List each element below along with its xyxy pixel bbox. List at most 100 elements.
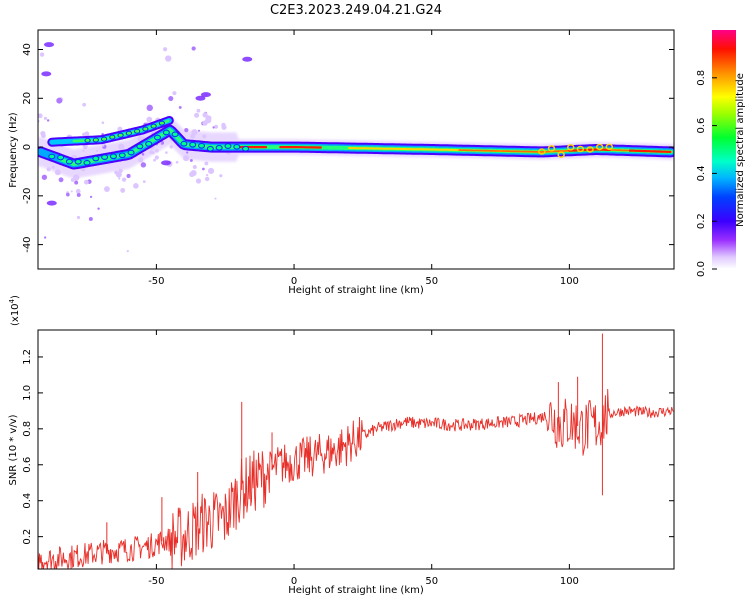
chart-title: C2E3.2023.249.04.21.G24 (270, 3, 442, 18)
speckle-dot (56, 97, 63, 104)
spectrogram-y-tick-label: 40 (22, 43, 33, 56)
speckle-dot (204, 176, 210, 182)
speckle-dot (214, 124, 219, 129)
speckle-dot (38, 113, 43, 119)
speckle-dot (43, 236, 47, 239)
speckle-dot (205, 173, 209, 177)
snr-y-tick-label: 0.4 (22, 493, 33, 509)
spectrogram-blob (41, 71, 52, 77)
upper-bead (84, 137, 91, 143)
upper-bead (92, 137, 99, 143)
wiggle-bead (605, 143, 614, 151)
speckle-dot (101, 121, 105, 124)
ridge-bead (83, 159, 91, 166)
speckle-dot (204, 161, 209, 166)
speckle-dot (104, 186, 110, 192)
speckle-dot (41, 133, 46, 139)
speckle-dot (154, 148, 159, 153)
colorbar-ticks: 0.0 0.2 0.4 0.6 0.8 (696, 70, 717, 277)
speckle-dot (39, 52, 45, 57)
speckle-dot (214, 197, 217, 200)
speckle-dot (88, 217, 93, 221)
speckle-dot (82, 149, 85, 152)
speckle-dot (163, 47, 168, 52)
speckle-dot (115, 171, 122, 178)
spectrogram-y-tick-label: 0 (22, 144, 33, 150)
ridge-bead (127, 149, 135, 156)
speckle-dot (146, 116, 153, 123)
colorbar-tick-label: 0.6 (696, 118, 707, 134)
snr-y-tick-label: 0.8 (22, 421, 33, 437)
colorbar-tick-label: 0.0 (696, 261, 707, 277)
upper-bead (125, 130, 132, 136)
speckle-dot (172, 91, 177, 96)
ridge-bead (242, 145, 250, 152)
spectrogram-blob (195, 95, 206, 101)
upper-bead (150, 123, 157, 129)
ridge-bead (215, 145, 223, 151)
ridge-bead (153, 134, 161, 141)
ridge-bead (109, 153, 117, 160)
speckle-dot (101, 144, 105, 147)
speckle-dot (184, 128, 189, 133)
speckle-dot (118, 177, 121, 180)
speckle-dot (41, 174, 48, 180)
ridge-bead (74, 158, 82, 165)
ridge-bead (92, 155, 100, 162)
speckle-dot (84, 131, 90, 137)
snr-plot-area (38, 333, 674, 569)
speckle-dot (133, 183, 139, 189)
upper-bead (134, 128, 141, 134)
ridge-bead (101, 154, 109, 160)
speckle-dot (51, 165, 55, 169)
spectrogram-plot-area (38, 42, 674, 253)
speckle-dot (207, 167, 215, 175)
speckle-dot (219, 174, 223, 178)
ridge-red-streak (568, 148, 611, 152)
ridge-beads (48, 120, 614, 166)
spectrogram-blob (200, 92, 211, 98)
spectrogram-x-tick-label: 0 (291, 276, 297, 287)
wiggle-bead (595, 143, 604, 151)
speckle-dot (54, 169, 61, 176)
speckle-dot (169, 145, 173, 149)
speckle-dot (183, 155, 190, 162)
speckle-dot (154, 155, 159, 160)
wiggle-bead (538, 148, 546, 155)
spectrogram-y-label: Frequency (Hz) (8, 112, 19, 188)
spectrogram-y-ticks: 40 20 0 -20 -40 (22, 43, 674, 253)
spectrogram-panel: -50 0 50 100 40 20 0 -20 -40 Height of straight… (8, 29, 675, 296)
speckle-dot (70, 190, 73, 193)
snr-panel: -50 0 50 100 0.2 0.4 0.6 0.8 1.0 1.2 Height of s… (8, 295, 675, 596)
ridge-bead (145, 141, 153, 147)
speckle-dot (142, 180, 146, 184)
snr-y-ticks: 0.2 0.4 0.6 0.8 1.0 1.2 (22, 349, 674, 545)
speckle-dot (96, 149, 99, 152)
ridge-bead (189, 141, 197, 148)
ridge-bead (162, 129, 170, 136)
snr-frame (37, 329, 675, 570)
speckle-dot (189, 159, 193, 162)
ridge-bead (48, 153, 56, 160)
spectrogram-x-tick-label: 100 (560, 276, 579, 287)
speckle-dot (151, 151, 155, 155)
snr-series-line (38, 388, 674, 569)
spectrogram-y-tick-label: -40 (22, 236, 33, 252)
snr-background (38, 330, 674, 569)
ridge-bead (57, 154, 65, 161)
wiggle-bead (567, 144, 575, 151)
speckle-dot (75, 188, 81, 194)
spectrogram-blob (242, 56, 253, 62)
spectrogram-x-ticks: -50 0 50 100 (148, 30, 579, 287)
snr-y-tick-label: 0.6 (22, 457, 33, 473)
speckle-dot (202, 134, 207, 139)
speckle-dot (194, 112, 200, 118)
ridge-bead (180, 140, 188, 147)
speckle-dot (192, 164, 197, 169)
spectrogram-x-label: Height of straight line (km) (288, 285, 424, 296)
snr-y-tick-label: 1.0 (22, 385, 33, 401)
colorbar-gradient (712, 30, 736, 269)
speckle-dot (58, 177, 64, 183)
speckle-dot (153, 158, 157, 162)
speckle-dot (189, 171, 195, 178)
